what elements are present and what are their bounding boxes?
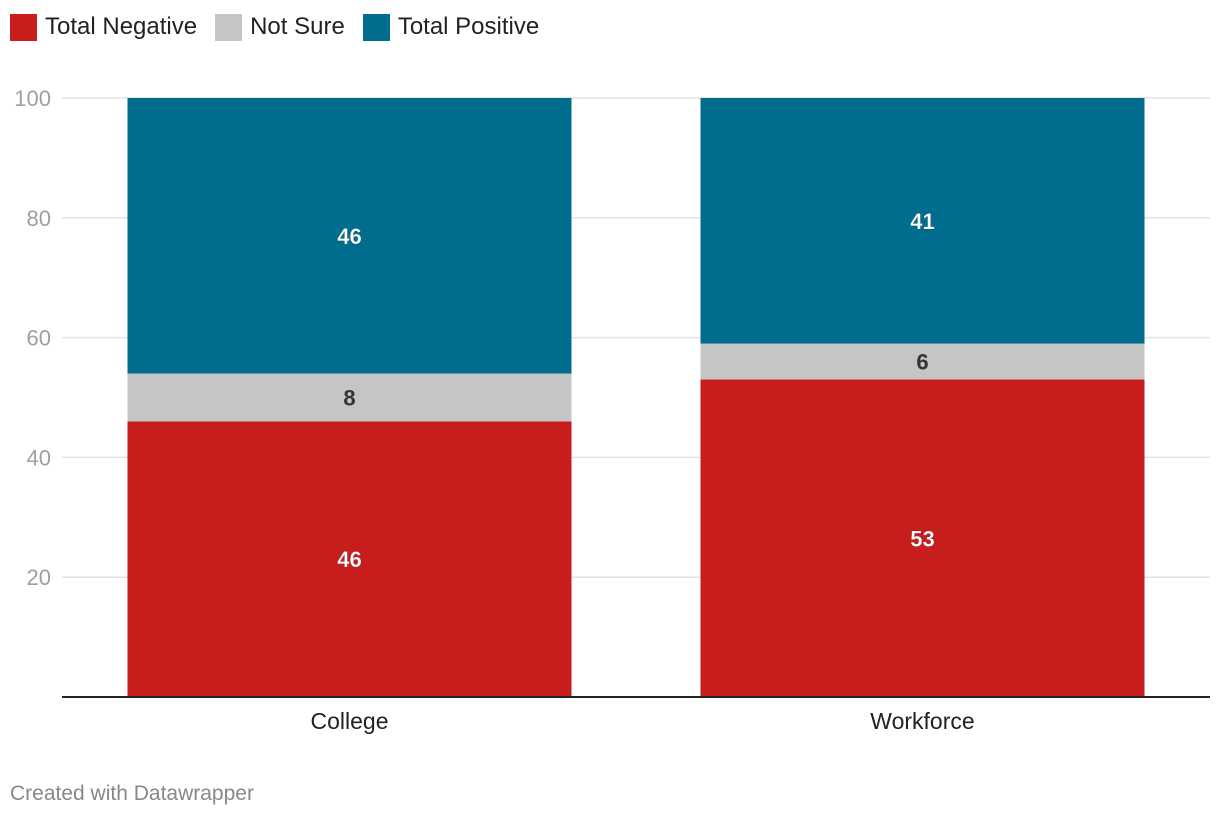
y-tick-label: 60: [27, 326, 51, 351]
legend-swatch: [215, 13, 243, 41]
data-label: 41: [910, 209, 934, 234]
legend-swatch: [362, 13, 390, 41]
legend: Total Negative Not Sure Total Positive: [10, 12, 539, 42]
legend-label: Total Negative: [45, 13, 198, 40]
data-label: 46: [337, 547, 361, 572]
bar-segment-not-sure-college: [127, 373, 572, 422]
footer-credit: Created with Datawrapper: [10, 782, 254, 805]
legend-item-not-sure: Not Sure: [215, 13, 345, 41]
data-label: 8: [343, 386, 355, 411]
y-tick-label: 100: [14, 86, 51, 111]
legend-item-total-negative: Total Negative: [10, 13, 197, 41]
legend-swatch: [10, 13, 37, 41]
data-label: 46: [337, 224, 361, 249]
bar-segment-total-positive-workforce: [700, 98, 1145, 344]
legend-label: Not Sure: [250, 13, 345, 40]
legend-label: Total Positive: [397, 13, 540, 40]
data-label: 6: [916, 350, 928, 375]
bar-segment-total-negative-college: [127, 421, 572, 697]
x-category-label: College: [311, 708, 389, 734]
x-category-label: Workforce: [870, 708, 974, 734]
stacked-bar-chart: 20 40 60 80 100 46 8 46 College 53 6 41 Workforce: [14, 86, 1210, 734]
bar-segment-total-positive-college: [127, 98, 572, 374]
y-tick-label: 20: [27, 565, 51, 590]
data-label: 53: [910, 526, 934, 551]
legend-item-total-positive: Total Positive: [362, 13, 540, 41]
y-tick-label: 80: [27, 206, 51, 231]
bar-segment-not-sure-workforce: [700, 343, 1145, 380]
y-tick-label: 40: [27, 445, 51, 470]
bar-segment-total-negative-workforce: [700, 379, 1145, 697]
